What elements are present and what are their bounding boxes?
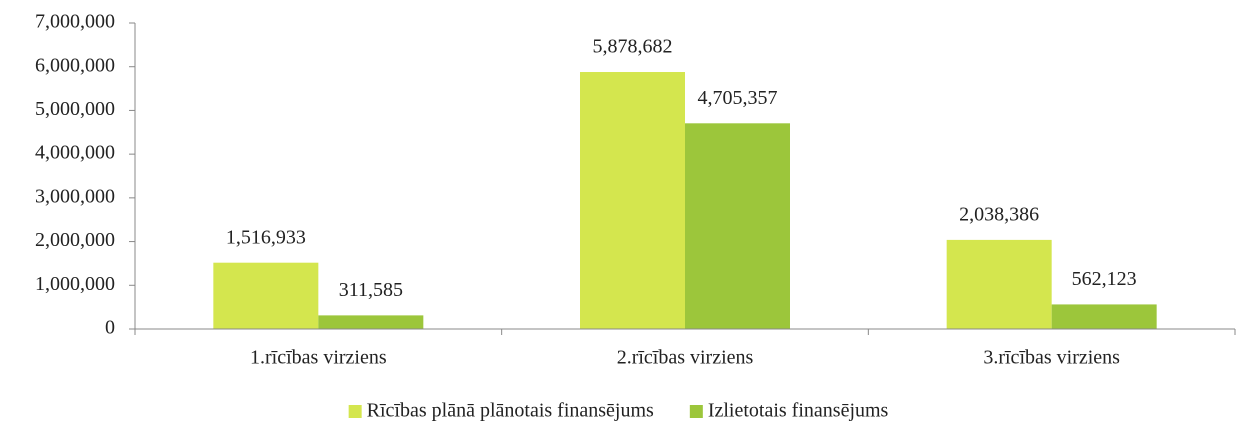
x-tick-label: 3.rīcības virziens: [983, 347, 1120, 369]
legend-label: Rīcības plānā plānotais finansējums: [367, 400, 654, 422]
legend-swatch: [689, 405, 703, 418]
value-label: 311,585: [339, 279, 403, 301]
bar: [685, 123, 790, 329]
legend-label: Izlietotais finansējums: [708, 400, 889, 422]
x-tick-label: 1.rīcības virziens: [250, 347, 387, 369]
y-tick-label: 0: [105, 317, 115, 339]
bar: [213, 262, 319, 329]
y-tick-label: 1,000,000: [35, 273, 115, 295]
y-tick-label: 7,000,000: [35, 11, 115, 33]
value-label: 562,123: [1072, 268, 1137, 290]
value-label: 5,878,682: [593, 36, 673, 58]
x-tick-label: 2.rīcības virziens: [617, 347, 754, 369]
bar: [1051, 304, 1157, 329]
y-tick-label: 5,000,000: [35, 98, 115, 120]
value-label: 4,705,357: [698, 87, 778, 109]
bar: [580, 72, 685, 330]
y-tick-label: 6,000,000: [35, 54, 115, 76]
y-tick-label: 2,000,000: [35, 229, 115, 251]
value-label: 1,516,933: [226, 226, 306, 248]
value-label: 2,038,386: [959, 203, 1039, 225]
y-tick-label: 3,000,000: [35, 185, 115, 207]
bar: [318, 315, 424, 329]
y-tick-label: 4,000,000: [35, 142, 115, 164]
bar: [946, 239, 1052, 329]
legend-swatch: [348, 405, 362, 418]
